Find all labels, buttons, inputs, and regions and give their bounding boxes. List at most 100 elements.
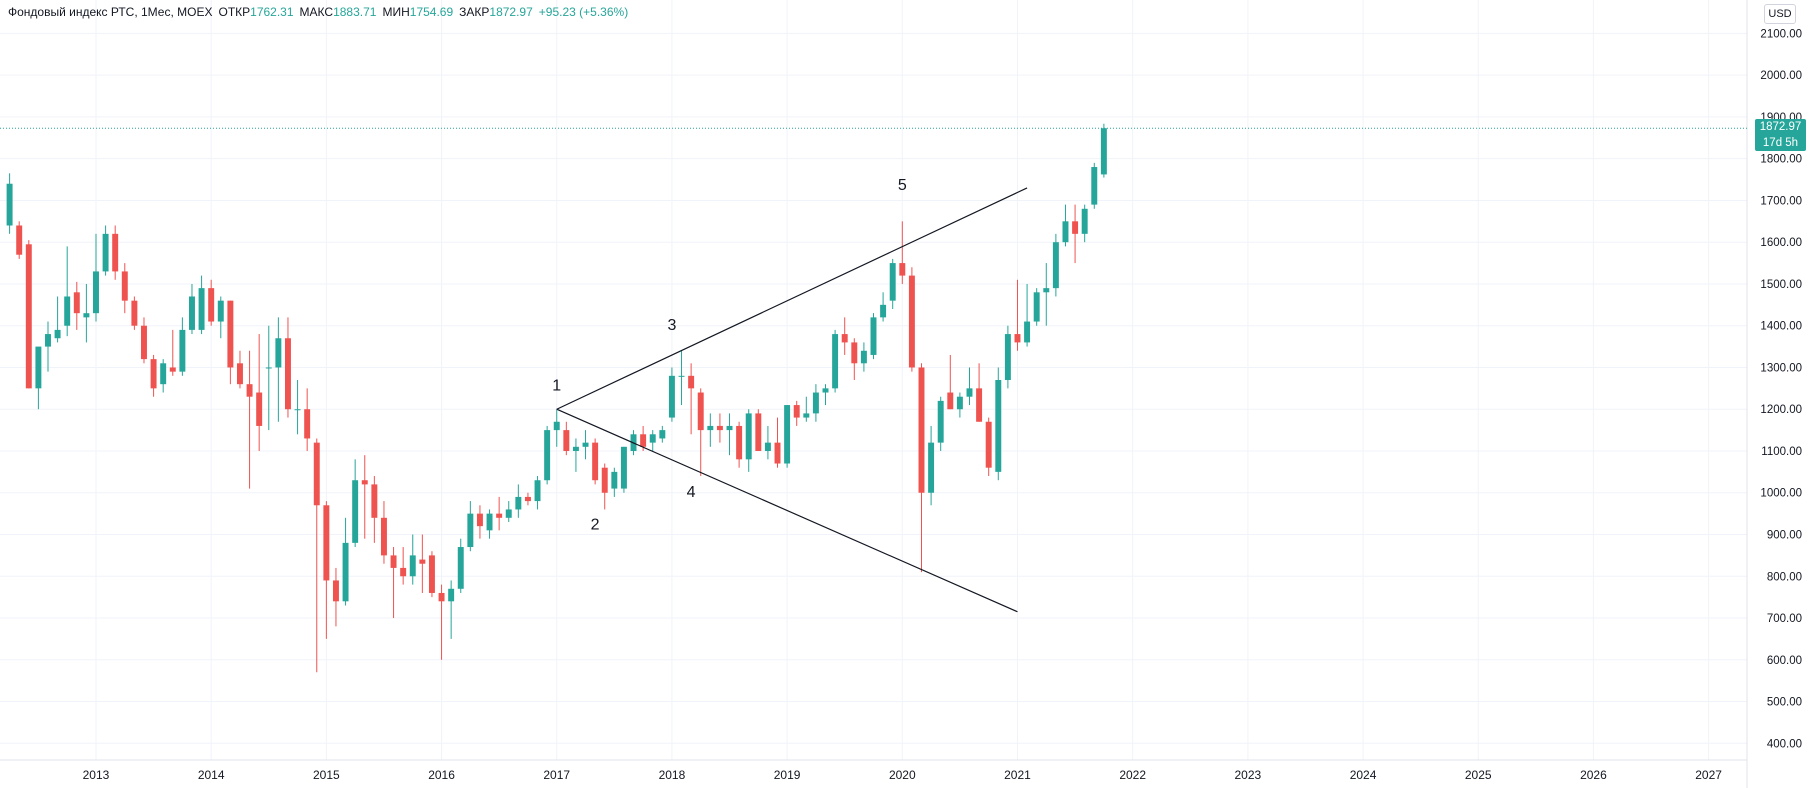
candle-body [83, 313, 90, 318]
candle [179, 317, 186, 376]
candle [93, 233, 99, 322]
candle [1004, 325, 1011, 389]
candle-body [601, 467, 608, 493]
candle-body [1052, 242, 1059, 289]
candle-body [534, 480, 541, 502]
candle-body [304, 409, 311, 439]
candle-body [1043, 288, 1050, 293]
candle [275, 317, 282, 422]
candle [236, 350, 243, 389]
high-label: МАКС [299, 5, 334, 19]
candle-body [755, 413, 762, 451]
candle-body [409, 555, 416, 577]
candle [908, 267, 915, 372]
candle-body [1100, 128, 1107, 175]
candle [966, 367, 973, 406]
candle [592, 438, 599, 485]
candle [851, 338, 858, 380]
candle [707, 413, 714, 447]
candle-body [35, 346, 42, 389]
wave-label: 5 [898, 177, 907, 194]
candle-body [93, 271, 99, 314]
last-price-tag: 1872.97 17d 5h [1755, 119, 1806, 152]
candle-body [400, 567, 407, 577]
candle-body [908, 275, 915, 368]
candle [1100, 123, 1107, 178]
candle-body [995, 380, 1002, 472]
candle [352, 459, 359, 548]
candle [870, 313, 877, 360]
y-tick-label: 1600.00 [1760, 237, 1802, 249]
candle [889, 258, 896, 310]
candle-body [707, 425, 714, 431]
candle [438, 584, 445, 660]
candle-body [947, 392, 954, 410]
candle [409, 534, 416, 585]
candle [112, 225, 119, 280]
trendline[interactable] [556, 408, 1018, 613]
candle-body [380, 517, 387, 556]
candle [928, 425, 935, 506]
candle [764, 425, 771, 460]
candle-body [736, 425, 743, 460]
candle-body [419, 559, 426, 564]
candle-body [822, 388, 829, 393]
close-label: ЗАКР [459, 5, 490, 19]
candle [6, 173, 13, 234]
price-axis[interactable]: 2100.002000.001900.001800.001700.001600.… [1760, 28, 1802, 750]
close-value: 1872.97 [489, 5, 533, 19]
candle [793, 400, 800, 426]
candle-body [956, 396, 963, 410]
candle [160, 359, 167, 393]
candle-body [918, 367, 925, 493]
y-tick-label: 1300.00 [1760, 362, 1802, 374]
open-label: ОТКР [218, 5, 251, 19]
candle-body [889, 263, 896, 301]
candles [6, 123, 1107, 673]
time-axis[interactable]: 2013 2014 2015 2016 2017 2018 2019 2020 2021 2022… [83, 768, 1723, 782]
candle-body [659, 430, 666, 439]
candle [1091, 162, 1098, 209]
candle-body [841, 334, 848, 343]
candle-body [390, 555, 397, 568]
candle [467, 501, 474, 552]
trendline[interactable] [556, 187, 1028, 410]
candle [25, 240, 32, 389]
y-tick-label: 600.00 [1767, 655, 1802, 667]
candle [169, 329, 176, 376]
candle-body [169, 367, 176, 372]
currency-button[interactable]: USD [1764, 4, 1796, 24]
candle-body [246, 384, 253, 397]
candle [774, 417, 781, 468]
wave-labels: 1 2 3 4 5 [552, 177, 907, 533]
y-tick-label: 800.00 [1767, 571, 1802, 583]
y-tick-label: 1800.00 [1760, 154, 1802, 166]
candle-body [467, 513, 474, 548]
candle [726, 413, 733, 456]
candle [668, 367, 675, 422]
candle-body [131, 300, 138, 326]
candle-body [189, 296, 195, 330]
candle [131, 296, 138, 330]
candle [611, 467, 618, 497]
candle-body [371, 484, 378, 518]
x-tick-label: 2021 [1004, 768, 1031, 782]
candle-body [486, 513, 493, 531]
change-value: +95.23 (+5.36%) [538, 5, 629, 19]
candle-body [966, 388, 973, 397]
candle-body [208, 288, 215, 322]
candle-body [342, 542, 349, 602]
candle-body [649, 434, 656, 443]
candle [1033, 288, 1040, 326]
candle [448, 580, 455, 639]
candle [784, 405, 791, 468]
candle-body [688, 375, 695, 389]
candle-body [294, 409, 301, 411]
trendlines[interactable] [556, 187, 1028, 613]
candle-body [976, 388, 983, 422]
candle-body [265, 367, 272, 369]
candle [620, 446, 627, 493]
candle-body [745, 413, 752, 460]
candle-body [332, 580, 339, 602]
